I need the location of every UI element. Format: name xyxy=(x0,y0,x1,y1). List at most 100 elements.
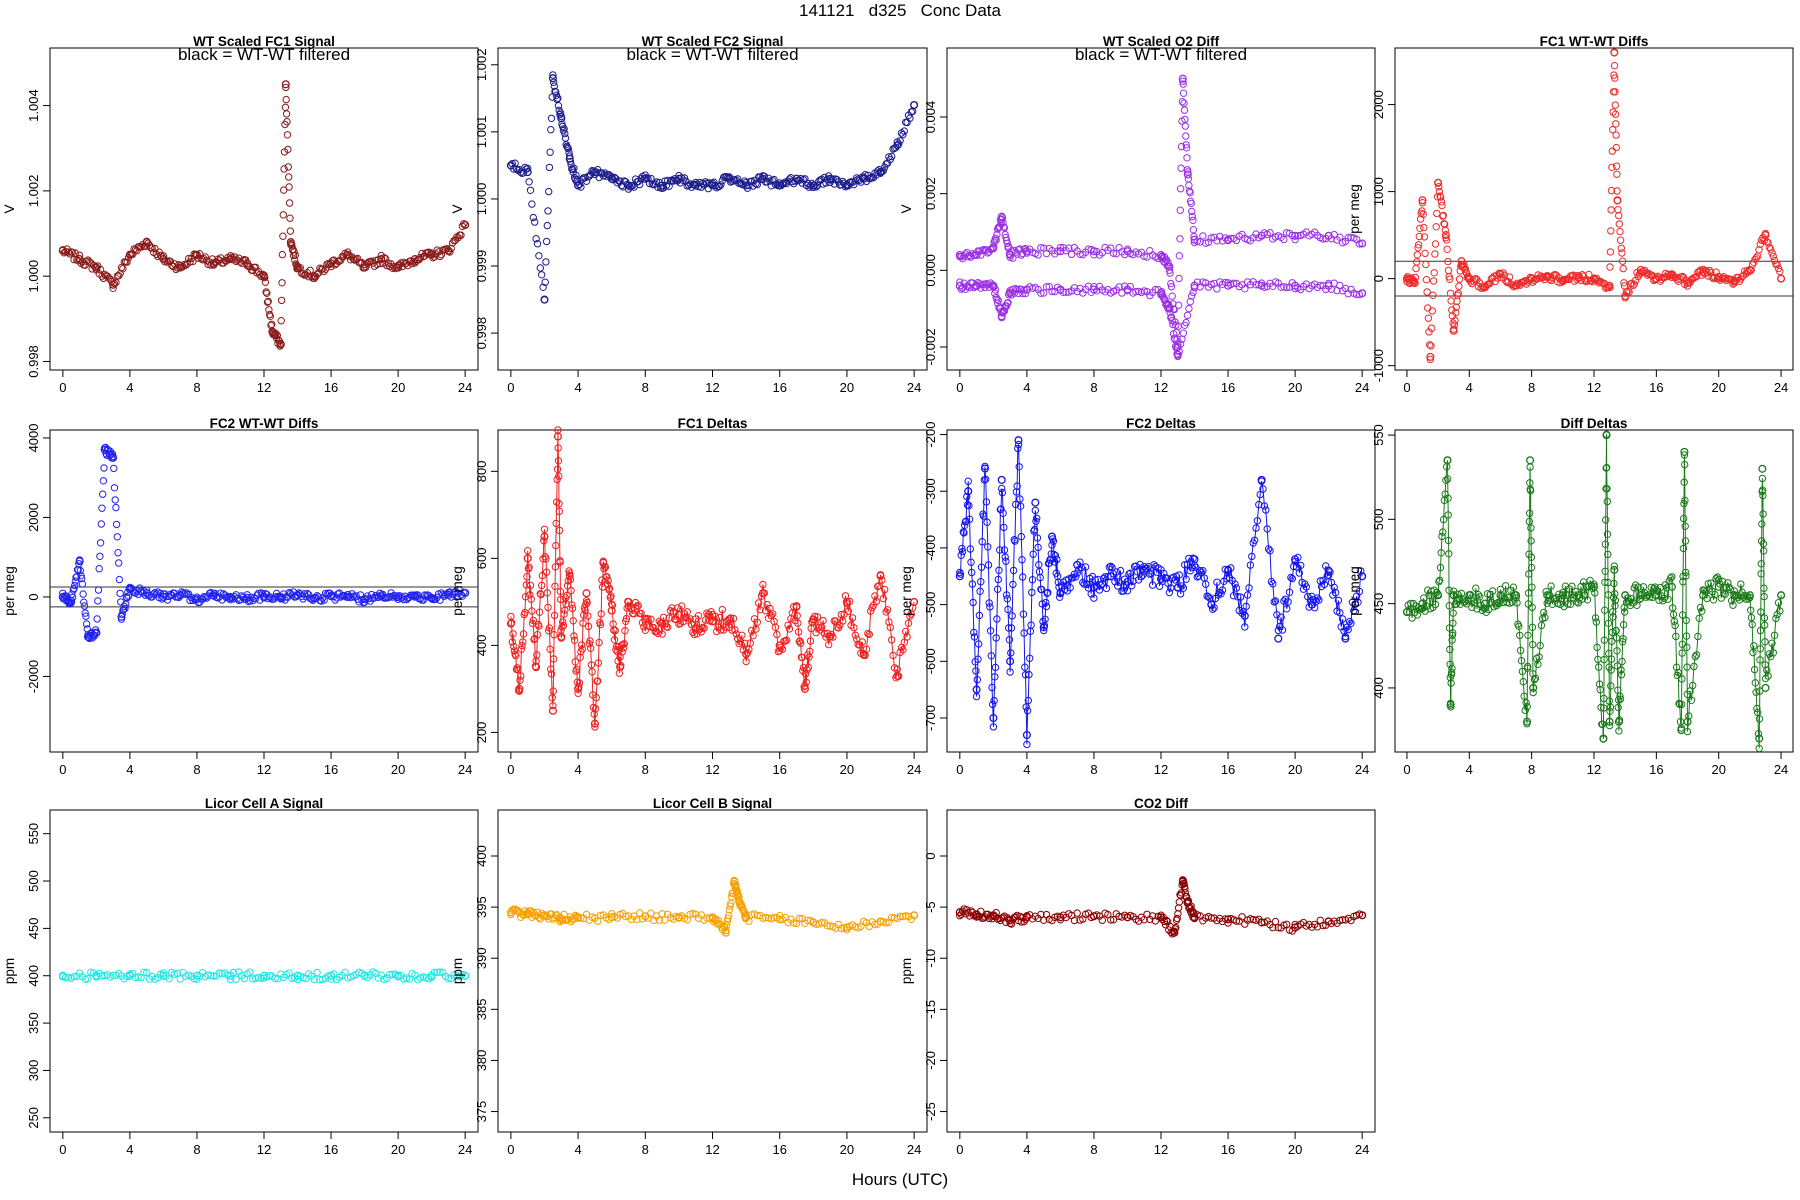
data-point xyxy=(1769,252,1778,260)
data-point xyxy=(1176,590,1185,598)
data-point xyxy=(545,163,554,172)
data-point xyxy=(1259,485,1267,493)
x-tick-label: 4 xyxy=(574,762,581,777)
data-point xyxy=(1167,279,1175,288)
data-point xyxy=(568,165,577,174)
data-point xyxy=(259,272,269,281)
data-point xyxy=(123,258,131,266)
data-point xyxy=(539,283,547,291)
data-point xyxy=(1028,576,1037,584)
x-tick-label: 8 xyxy=(193,380,200,395)
x-tick-label: 16 xyxy=(324,762,338,777)
data-point xyxy=(703,609,711,617)
data-point xyxy=(1189,216,1197,225)
data-point xyxy=(1489,587,1497,595)
x-tick-label: 20 xyxy=(1288,380,1302,395)
data-point xyxy=(140,968,148,976)
data-point xyxy=(1699,267,1708,276)
data-point xyxy=(58,592,67,602)
x-tick-label: 12 xyxy=(1587,380,1601,395)
data-point xyxy=(119,265,127,273)
data-point xyxy=(1354,598,1362,606)
data-point xyxy=(1021,289,1030,298)
data-point xyxy=(1439,528,1447,536)
data-point xyxy=(594,659,603,667)
data-point xyxy=(553,465,562,473)
data-point xyxy=(1606,248,1615,256)
data-point xyxy=(209,259,218,268)
data-point xyxy=(1231,580,1239,588)
data-point xyxy=(1179,89,1188,97)
data-point xyxy=(1106,572,1115,581)
data-point xyxy=(115,559,123,567)
data-point xyxy=(1666,574,1675,582)
data-point xyxy=(965,515,974,523)
data-point xyxy=(1630,280,1639,288)
data-point xyxy=(532,663,541,672)
data-point xyxy=(1612,627,1620,635)
data-point xyxy=(532,235,540,243)
y-tick-label: 600 xyxy=(474,548,489,570)
data-point xyxy=(444,975,453,983)
data-point xyxy=(1748,620,1756,629)
x-tick-label: 0 xyxy=(59,762,66,777)
data-point xyxy=(906,612,914,620)
data-point xyxy=(1000,523,1008,532)
data-point xyxy=(1072,573,1080,581)
data-point xyxy=(539,555,547,563)
data-point xyxy=(1695,614,1703,622)
data-point xyxy=(268,327,277,336)
data-point xyxy=(1443,456,1452,465)
data-point xyxy=(1132,287,1140,296)
data-point xyxy=(1165,304,1174,313)
data-point xyxy=(986,603,994,611)
data-point xyxy=(1402,274,1411,283)
data-point xyxy=(284,145,292,154)
data-point xyxy=(1761,231,1770,240)
data-point xyxy=(1165,301,1173,309)
data-point xyxy=(125,250,134,259)
data-point xyxy=(1599,734,1608,743)
data-point xyxy=(607,913,616,922)
data-point xyxy=(1315,596,1323,604)
x-tick-label: 8 xyxy=(1528,762,1535,777)
data-point xyxy=(587,661,596,669)
data-point xyxy=(557,595,565,604)
data-point xyxy=(1601,578,1609,586)
data-point xyxy=(1529,683,1538,692)
data-point xyxy=(1591,614,1600,622)
data-point xyxy=(551,563,560,571)
data-point xyxy=(724,914,732,923)
data-point xyxy=(1540,608,1548,617)
data-point xyxy=(785,625,794,633)
data-point xyxy=(1480,599,1489,608)
data-point xyxy=(1754,730,1763,738)
x-tick-label: 12 xyxy=(257,1142,271,1157)
data-point xyxy=(748,626,756,635)
y-tick-label: -25 xyxy=(923,1102,938,1121)
y-axis-label: ppm xyxy=(2,958,17,984)
data-point xyxy=(596,620,605,629)
data-point xyxy=(1240,611,1249,620)
x-tick-label: 4 xyxy=(1023,380,1030,395)
x-tick-label: 24 xyxy=(1774,380,1788,395)
data-point xyxy=(1496,591,1505,600)
data-point xyxy=(1081,563,1090,571)
data-point xyxy=(1291,281,1300,290)
data-point xyxy=(99,490,107,498)
data-point xyxy=(1524,589,1533,597)
data-point xyxy=(997,312,1006,321)
data-point xyxy=(1177,164,1185,172)
data-point xyxy=(753,180,761,189)
data-point xyxy=(842,181,851,190)
data-point xyxy=(1614,206,1622,214)
data-point xyxy=(1162,574,1171,582)
data-point xyxy=(1115,283,1123,291)
data-point xyxy=(512,652,520,660)
data-point xyxy=(433,968,441,976)
data-point xyxy=(92,628,101,637)
data-point xyxy=(110,484,119,492)
data-point xyxy=(1438,201,1446,210)
